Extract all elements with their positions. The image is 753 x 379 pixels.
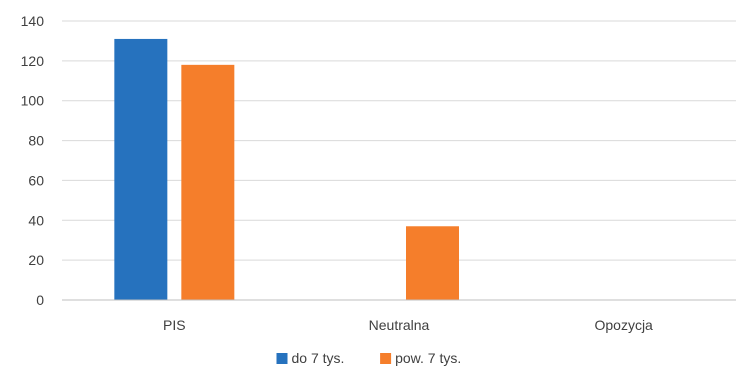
y-tick-label: 140 (21, 13, 45, 29)
legend-label: do 7 tys. (292, 350, 345, 366)
legend-label: pow. 7 tys. (395, 350, 461, 366)
y-axis-tick-labels: 0 20 40 60 80 100 120 140 (21, 13, 45, 308)
category-label: PIS (163, 317, 186, 333)
legend-swatch (380, 353, 392, 364)
category-label: Opozycja (594, 317, 653, 333)
y-tick-label: 100 (21, 93, 45, 109)
y-tick-label: 40 (28, 212, 44, 228)
y-tick-label: 60 (28, 172, 44, 188)
legend: do 7 tys. pow. 7 tys. (276, 350, 461, 366)
x-axis-category-labels: PIS Neutralna Opozycja (163, 317, 653, 333)
gridlines (62, 20, 736, 261)
category-label: Neutralna (369, 317, 430, 333)
legend-swatch (276, 353, 288, 364)
bars (114, 38, 459, 300)
y-tick-label: 120 (21, 53, 45, 69)
bar (114, 38, 168, 300)
y-tick-label: 80 (28, 133, 44, 149)
bar (406, 226, 459, 300)
bar (181, 64, 235, 300)
y-tick-label: 0 (36, 292, 44, 308)
y-tick-label: 20 (28, 252, 44, 268)
